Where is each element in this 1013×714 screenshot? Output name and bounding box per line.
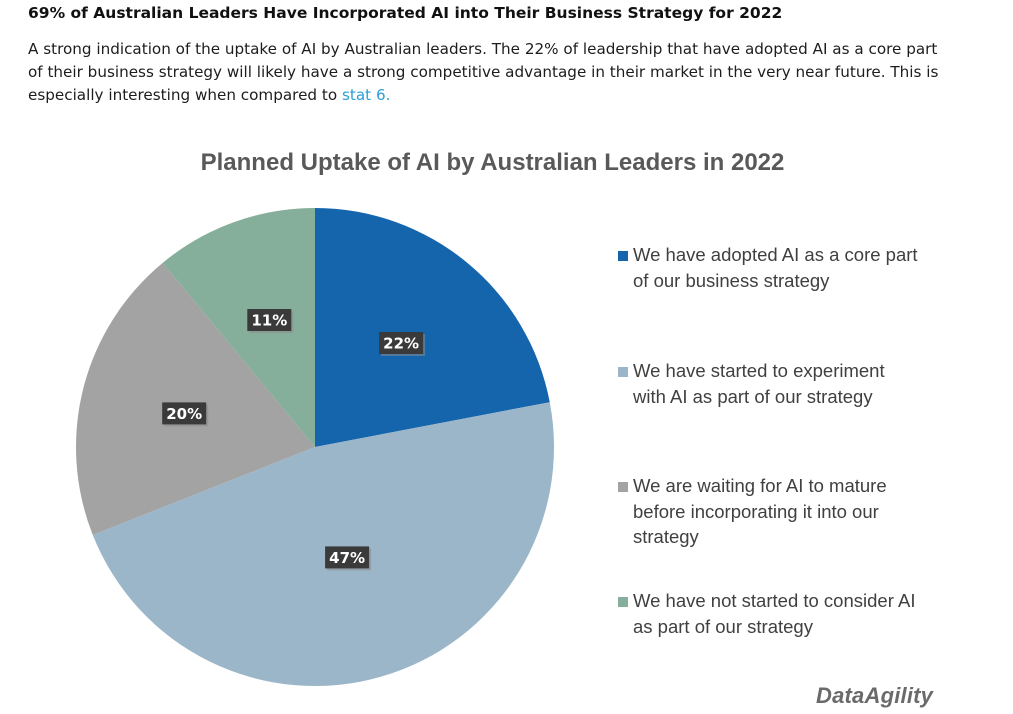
article-heading: 69% of Australian Leaders Have Incorpora… (28, 4, 783, 22)
svg-text:11%: 11% (251, 312, 287, 330)
pie-slice-waiting (75, 262, 316, 535)
stat-6-link[interactable]: stat 6. (341, 86, 391, 104)
pie-slice-adopted (315, 208, 550, 447)
article-intro: A strong indication of the uptake of AI … (28, 38, 948, 107)
legend-item-waiting: We are waiting for AI to mature before i… (618, 473, 918, 550)
legend-label-waiting: We are waiting for AI to mature before i… (633, 475, 887, 547)
legend-swatch-waiting (618, 482, 628, 492)
svg-text:20%: 20% (166, 405, 202, 423)
svg-text:22%: 22% (383, 335, 419, 353)
legend-swatch-not-started (618, 597, 628, 607)
legend-label-experimenting: We have started to experiment with AI as… (633, 360, 885, 407)
legend-swatch-adopted (618, 251, 628, 261)
legend-label-not-started: We have not started to consider AI as pa… (633, 590, 916, 637)
data-label-not-started: 11% (247, 309, 294, 333)
data-label-adopted: 22% (379, 332, 426, 356)
svg-text:47%: 47% (329, 549, 365, 567)
legend-item-not-started: We have not started to consider AI as pa… (618, 588, 918, 639)
intro-text: A strong indication of the uptake of AI … (28, 40, 939, 104)
data-label-experimenting: 47% (325, 546, 372, 571)
legend-item-adopted: We have adopted AI as a core part of our… (618, 242, 918, 293)
chart-title: Planned Uptake of AI by Australian Leade… (200, 149, 785, 176)
legend-label-adopted: We have adopted AI as a core part of our… (633, 244, 918, 291)
data-label-waiting: 20% (162, 402, 209, 427)
legend-swatch-experimenting (618, 367, 628, 377)
legend-item-experimenting: We have started to experiment with AI as… (618, 358, 918, 409)
pie-slice-experimenting (92, 402, 555, 687)
pie-slice-not-started (162, 208, 315, 447)
dataagility-logo: DataAgility (816, 683, 934, 708)
